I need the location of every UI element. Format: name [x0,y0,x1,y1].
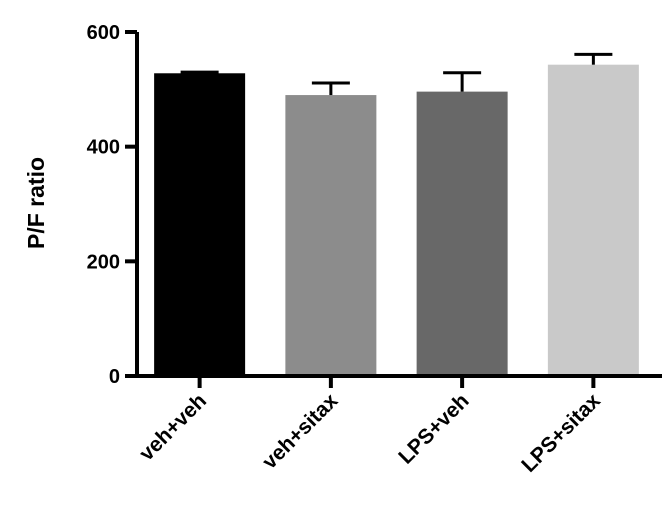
x-tick-label: LPS+sitax [517,389,605,477]
error-bar [311,81,350,96]
y-ticks-group: 0 200 400 600 [87,22,137,388]
bar [285,95,377,377]
y-axis-title: P/F ratio [23,157,49,249]
error-bar [443,71,482,92]
bars-group [154,64,639,377]
y-tick-label: 400 [87,137,120,159]
x-tick-label: LPS+veh [394,389,473,468]
bar [154,73,246,376]
bar [547,64,639,377]
axes-group [135,32,662,378]
y-tick-label: 200 [87,251,120,273]
error-bar [574,52,613,65]
bar [416,91,508,377]
error-bar [180,70,219,74]
y-tick-label: 0 [109,366,120,388]
x-tick-labels-group: veh+veh veh+sitax LPS+veh LPS+sitax [135,376,605,477]
x-tick-label: veh+sitax [258,389,343,474]
error-bars-group [180,52,613,96]
x-tick-label: veh+veh [135,389,211,465]
y-tick-label: 600 [87,22,120,44]
